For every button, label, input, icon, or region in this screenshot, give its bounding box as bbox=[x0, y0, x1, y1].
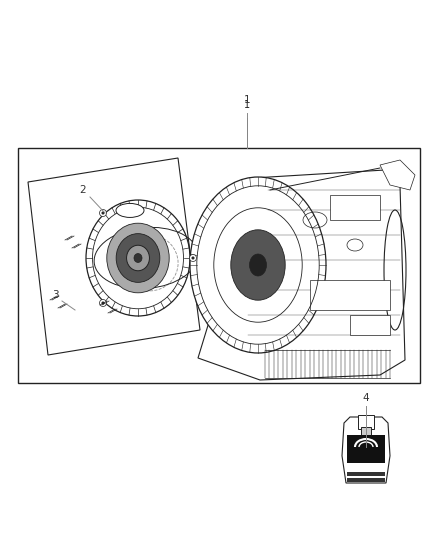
Ellipse shape bbox=[127, 245, 149, 271]
Bar bbox=[361, 427, 371, 445]
Polygon shape bbox=[342, 417, 390, 483]
Ellipse shape bbox=[190, 254, 197, 262]
Ellipse shape bbox=[134, 254, 142, 262]
Polygon shape bbox=[28, 158, 200, 355]
Bar bbox=[347, 478, 385, 482]
Ellipse shape bbox=[99, 300, 106, 306]
Ellipse shape bbox=[190, 177, 326, 353]
Text: 4: 4 bbox=[363, 393, 369, 403]
Bar bbox=[350, 315, 390, 335]
Polygon shape bbox=[198, 170, 405, 380]
Bar bbox=[358, 415, 374, 429]
Ellipse shape bbox=[99, 209, 106, 216]
Text: 1: 1 bbox=[244, 100, 250, 110]
Ellipse shape bbox=[250, 254, 266, 276]
Ellipse shape bbox=[102, 212, 104, 214]
Text: 3: 3 bbox=[52, 290, 58, 300]
Text: 2: 2 bbox=[80, 185, 86, 195]
Ellipse shape bbox=[116, 204, 144, 217]
Bar bbox=[18, 148, 420, 383]
Bar bbox=[347, 435, 385, 463]
Bar bbox=[347, 472, 385, 476]
Bar bbox=[310, 280, 390, 310]
Bar bbox=[330, 195, 380, 220]
Polygon shape bbox=[380, 160, 415, 190]
Text: 1: 1 bbox=[244, 95, 250, 105]
Ellipse shape bbox=[107, 223, 169, 293]
Ellipse shape bbox=[192, 257, 194, 259]
Ellipse shape bbox=[231, 230, 285, 300]
Ellipse shape bbox=[116, 233, 160, 282]
Ellipse shape bbox=[102, 302, 104, 304]
